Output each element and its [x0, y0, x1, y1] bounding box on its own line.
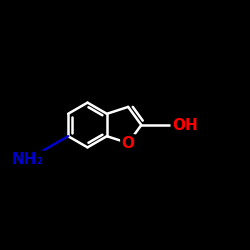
- Text: O: O: [122, 136, 135, 150]
- Text: OH: OH: [172, 118, 198, 132]
- Text: NH₂: NH₂: [12, 152, 44, 167]
